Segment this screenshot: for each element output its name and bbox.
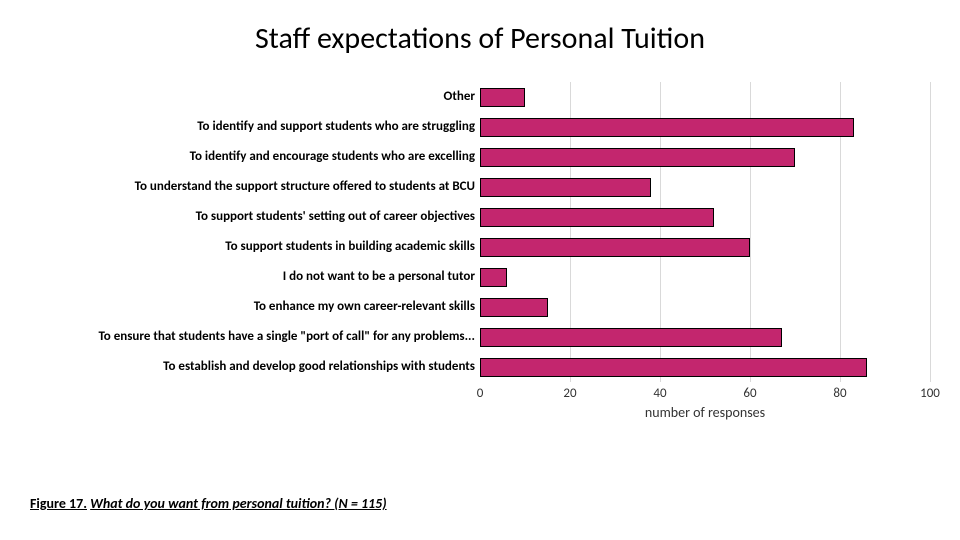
- bar: [480, 298, 548, 317]
- category-label: To identify and support students who are…: [30, 112, 475, 142]
- category-label: To ensure that students have a single "p…: [30, 322, 475, 352]
- bar-row: [480, 202, 930, 232]
- bar: [480, 178, 651, 197]
- bar: [480, 88, 525, 107]
- category-label: To support students' setting out of care…: [30, 202, 475, 232]
- bar-row: [480, 142, 930, 172]
- bar: [480, 238, 750, 257]
- plot-area: [480, 82, 930, 382]
- bar-row: [480, 232, 930, 262]
- gridline: [930, 82, 931, 382]
- category-label: To establish and develop good relationsh…: [30, 352, 475, 382]
- bar: [480, 358, 867, 377]
- category-label: To understand the support structure offe…: [30, 172, 475, 202]
- figure-text: What do you want from personal tuition? …: [90, 495, 386, 512]
- bar-row: [480, 82, 930, 112]
- x-axis: number of responses 020406080100: [480, 382, 930, 422]
- x-tick-label: 40: [653, 386, 666, 401]
- chart-title: Staff expectations of Personal Tuition: [30, 20, 930, 57]
- category-label: Other: [30, 82, 475, 112]
- x-tick-label: 80: [833, 386, 846, 401]
- bar: [480, 268, 507, 287]
- bar-row: [480, 322, 930, 352]
- x-tick-label: 20: [563, 386, 576, 401]
- bar: [480, 328, 782, 347]
- x-axis-title: number of responses: [480, 404, 930, 421]
- category-label: I do not want to be a personal tutor: [30, 262, 475, 292]
- bar-row: [480, 112, 930, 142]
- category-labels: OtherTo identify and support students wh…: [30, 82, 475, 382]
- bar: [480, 208, 714, 227]
- bar: [480, 148, 795, 167]
- bar-row: [480, 352, 930, 382]
- bar-row: [480, 262, 930, 292]
- figure-caption: Figure 17. What do you want from persona…: [30, 495, 387, 512]
- figure-number: Figure 17.: [30, 495, 87, 512]
- category-label: To support students in building academic…: [30, 232, 475, 262]
- bar: [480, 118, 854, 137]
- x-tick-label: 0: [477, 386, 484, 401]
- x-tick-label: 100: [920, 386, 940, 401]
- bar-row: [480, 292, 930, 322]
- chart-area: OtherTo identify and support students wh…: [30, 82, 930, 422]
- page: Staff expectations of Personal Tuition O…: [0, 0, 960, 540]
- category-label: To identify and encourage students who a…: [30, 142, 475, 172]
- bar-row: [480, 172, 930, 202]
- category-label: To enhance my own career-relevant skills: [30, 292, 475, 322]
- x-tick-label: 60: [743, 386, 756, 401]
